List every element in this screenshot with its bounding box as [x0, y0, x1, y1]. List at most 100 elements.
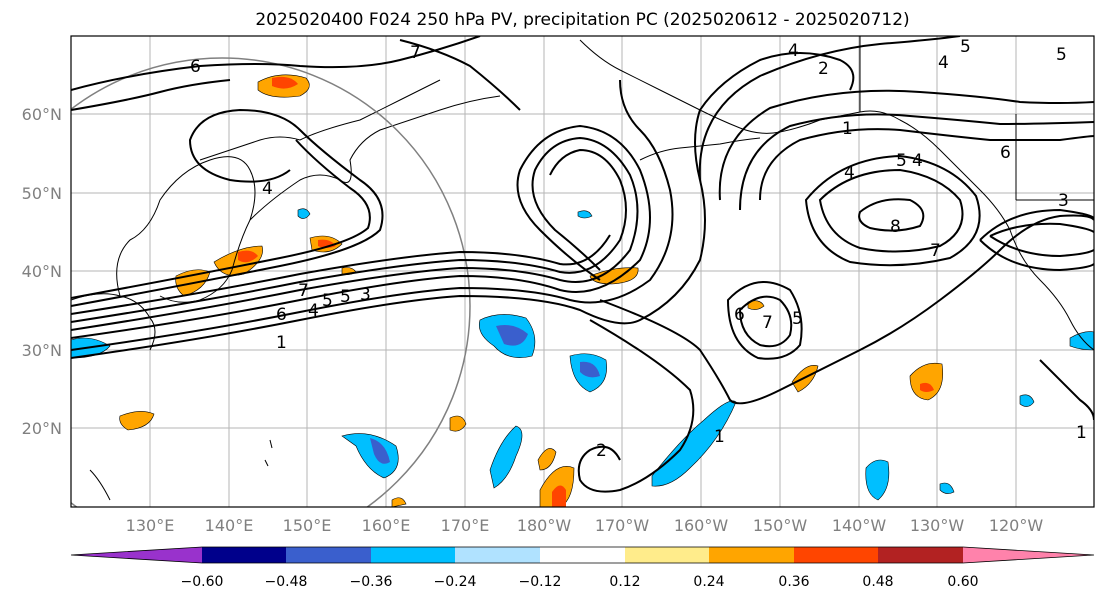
colorbar-tick: −0.48 — [265, 574, 308, 590]
pv-label: 6 — [190, 57, 201, 77]
pv-label: 4 — [262, 179, 273, 199]
colorbar-extend-min — [71, 547, 202, 563]
pv-label: 3 — [1058, 191, 1069, 211]
precip-positive-core — [552, 485, 566, 507]
pv-label: 4 — [938, 53, 949, 73]
colorbar: −0.60 −0.48 −0.36 −0.24 −0.12 0.12 0.24 … — [70, 546, 1095, 590]
precip-negative-core — [496, 325, 528, 346]
pv-label: 2 — [818, 59, 829, 79]
radius-circle — [71, 57, 471, 507]
pv-label: 2 — [596, 441, 607, 461]
lon-label: 160°E — [362, 516, 411, 535]
precip-negative-core — [580, 361, 600, 378]
colorbar-tick: 0.12 — [609, 574, 640, 590]
precip-positive — [747, 300, 765, 310]
precip-negative — [489, 425, 523, 489]
pv-label: 5 — [322, 291, 333, 311]
longitude-labels: 130°E 140°E 150°E 160°E 170°E 180°W 170°… — [126, 516, 1044, 535]
colorbar-tick: 0.60 — [947, 574, 978, 590]
colorbar-tick: −0.60 — [181, 574, 224, 590]
colorbar-extend-max — [963, 547, 1094, 563]
lat-label: 50°N — [22, 184, 62, 203]
pv-label: 5 — [1056, 45, 1067, 65]
lat-label: 60°N — [22, 105, 62, 124]
precip-negative — [577, 210, 593, 219]
pv-label: 4 — [308, 301, 319, 321]
pv-label: 4 — [844, 163, 855, 183]
colorbar-tick: 0.36 — [778, 574, 809, 590]
pv-label: 1 — [842, 119, 853, 139]
pv-label: 8 — [890, 217, 901, 237]
pv-label: 5 — [792, 309, 803, 329]
pv-label: 5 — [896, 151, 907, 171]
lon-label: 130°W — [910, 516, 965, 535]
pv-contours — [71, 36, 1094, 493]
pv-label: 5 — [960, 37, 971, 57]
lon-label: 180°W — [517, 516, 572, 535]
colorbar-segments — [70, 546, 1095, 564]
precip-shading — [71, 74, 1094, 507]
precip-positive — [391, 497, 407, 507]
pv-label: 1 — [714, 427, 725, 447]
lon-label: 120°W — [989, 516, 1044, 535]
colorbar-tick: −0.24 — [434, 574, 477, 590]
colorbar-tick: −0.12 — [519, 574, 562, 590]
pv-label: 4 — [788, 41, 799, 61]
pv-label: 1 — [1076, 423, 1087, 443]
lon-label: 140°W — [832, 516, 887, 535]
pv-label: 4 — [912, 151, 923, 171]
pv-contour-labels: 6 7 4 5 6 7 4 5 3 1 2 4 1 4 5 4 6 8 7 5 … — [190, 37, 1087, 461]
colorbar-ticks: −0.60 −0.48 −0.36 −0.24 −0.12 0.12 0.24 … — [181, 574, 979, 590]
precip-positive — [909, 362, 943, 401]
precip-positive — [791, 365, 819, 393]
colorbar-segment — [286, 547, 371, 563]
precip-negative — [297, 208, 311, 219]
precip-negative-core — [370, 438, 390, 464]
colorbar-segment — [878, 547, 963, 563]
colorbar-tick: 0.24 — [693, 574, 724, 590]
colorbar-segment — [709, 547, 794, 563]
lon-label: 140°E — [205, 516, 254, 535]
precip-positive — [449, 415, 467, 432]
lat-label: 20°N — [22, 419, 62, 438]
precip-negative — [1019, 394, 1035, 407]
colorbar-segment — [625, 547, 709, 563]
lon-label: 130°E — [126, 516, 175, 535]
precip-positive-core — [272, 76, 298, 89]
pv-label: 5 — [340, 287, 351, 307]
pv-label: 6 — [1000, 143, 1011, 163]
lat-label: 30°N — [22, 341, 62, 360]
pv-label: 7 — [298, 281, 309, 301]
lon-label: 150°E — [283, 516, 332, 535]
colorbar-tick: −0.36 — [350, 574, 393, 590]
pv-label: 3 — [360, 285, 371, 305]
lat-label: 40°N — [22, 262, 62, 281]
lon-label: 150°W — [753, 516, 808, 535]
map-frame — [70, 35, 1095, 508]
precip-positive — [119, 411, 155, 431]
latitude-labels: 60°N 50°N 40°N 30°N 20°N — [22, 105, 62, 438]
lon-label: 160°W — [674, 516, 729, 535]
colorbar-tick: 0.48 — [862, 574, 893, 590]
colorbar-segment — [371, 547, 455, 563]
pv-label: 6 — [734, 305, 745, 325]
precip-negative — [341, 433, 399, 479]
colorbar-segment — [455, 547, 540, 563]
map-title: 2025020400 F024 250 hPa PV, precipitatio… — [255, 10, 910, 30]
precip-positive — [537, 448, 557, 471]
lon-label: 170°E — [441, 516, 490, 535]
lon-label: 170°W — [595, 516, 650, 535]
colorbar-outline — [70, 546, 1095, 564]
colorbar-segment — [540, 547, 625, 563]
precip-negative — [939, 482, 955, 494]
pv-label: 7 — [930, 241, 941, 261]
precip-negative — [865, 459, 890, 501]
precip-positive-core — [238, 250, 258, 263]
pv-label: 7 — [762, 313, 773, 333]
precip-positive-core — [920, 382, 934, 392]
colorbar-segment — [202, 547, 286, 563]
pv-label: 7 — [410, 43, 421, 63]
pv-label: 6 — [276, 305, 287, 325]
colorbar-segment — [794, 547, 878, 563]
